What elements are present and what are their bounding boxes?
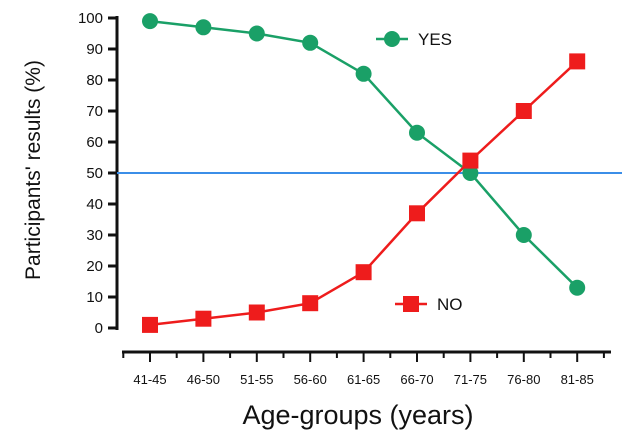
data-point: [302, 34, 319, 51]
y-axis-title: Participants' results (%): [22, 60, 45, 280]
y-tick-label: 40: [86, 196, 103, 213]
data-point: [248, 25, 265, 42]
series-group: [142, 13, 586, 333]
x-tick-label: 56-60: [294, 372, 327, 387]
data-point: [355, 65, 372, 82]
data-point: [142, 316, 158, 333]
data-point: [248, 304, 265, 321]
x-tick-label: 51-55: [240, 372, 273, 387]
data-point: [462, 152, 479, 169]
legend-marker: [384, 31, 400, 47]
legend-marker: [403, 296, 419, 312]
data-point: [409, 124, 425, 141]
data-point: [302, 295, 319, 312]
y-tick-label: 80: [86, 72, 103, 89]
x-tick-label: 46-50: [187, 372, 220, 387]
data-point: [409, 205, 425, 222]
y-axis: 0 10 20 30 40 50 60 70 80 90 100: [78, 10, 119, 337]
legend: YES NO: [376, 30, 463, 314]
x-tick-label: 76-80: [507, 372, 540, 387]
y-tick-label: 10: [86, 289, 103, 306]
series-line: [149, 19, 579, 289]
x-tick-label: 61-65: [347, 372, 380, 387]
y-tick-label: 60: [86, 134, 103, 151]
x-axis-title: Age-groups (years): [242, 400, 473, 430]
series-no: [142, 53, 586, 333]
data-point: [569, 279, 586, 296]
data-point: [462, 165, 479, 181]
series-yes: [142, 13, 586, 296]
y-tick-label: 90: [86, 41, 103, 58]
data-point: [195, 19, 212, 36]
data-point: [569, 53, 586, 70]
data-point: [195, 310, 212, 327]
x-tick-label: 41-45: [133, 372, 166, 387]
data-point: [515, 227, 532, 243]
legend-label: NO: [437, 295, 463, 314]
data-point: [142, 13, 158, 30]
y-tick-label: 50: [86, 165, 103, 182]
y-tick-label: 20: [86, 258, 103, 275]
legend-item-yes: YES: [376, 30, 452, 49]
y-tick-label: 0: [95, 320, 103, 337]
x-tick-label: 71-75: [454, 372, 487, 387]
y-tick-label: 70: [86, 103, 103, 120]
x-tick-label: 66-70: [400, 372, 433, 387]
y-tick-label: 30: [86, 227, 103, 244]
data-point: [515, 103, 532, 119]
legend-label: YES: [418, 30, 452, 49]
y-tick-label: 100: [78, 10, 103, 27]
legend-item-no: NO: [395, 295, 463, 314]
data-point: [355, 264, 372, 281]
x-axis: 41-45 46-50 51-55 56-60 61-65 66-70 71-75 76-80…: [122, 350, 611, 387]
series-line: [149, 60, 579, 327]
x-tick-label: 81-85: [561, 372, 594, 387]
